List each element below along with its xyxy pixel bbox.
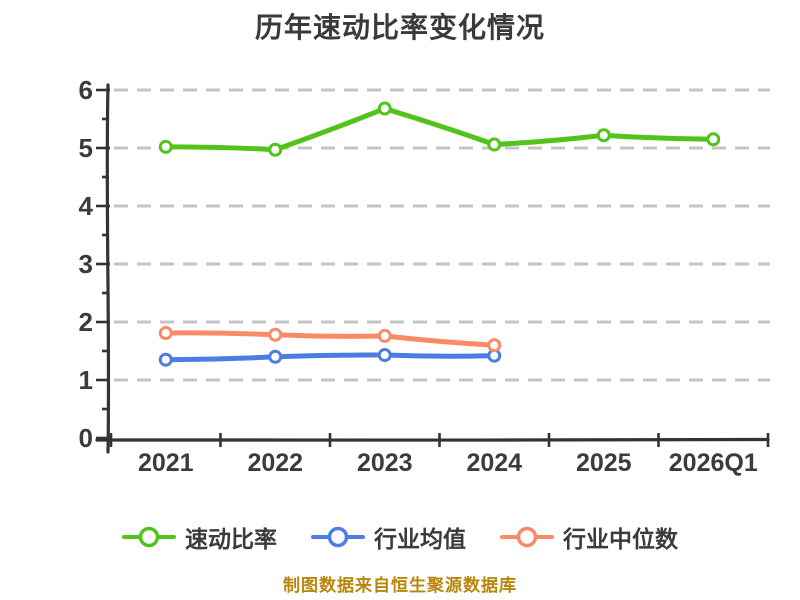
- legend-label-industry-average: 行业均值: [374, 526, 466, 552]
- legend-item-industry-median: 行业中位数: [500, 520, 678, 554]
- svg-text:0: 0: [79, 423, 93, 453]
- legend-label-quick-ratio: 速动比率: [185, 526, 277, 552]
- legend-marker-quick-ratio-icon: [122, 526, 176, 548]
- chart-title: 历年速动比率变化情况: [254, 12, 545, 43]
- series-quick-ratio-marker: [158, 139, 173, 154]
- legend-label-industry-median: 行业中位数: [563, 526, 678, 552]
- series-industry-average: [158, 348, 502, 367]
- svg-text:3: 3: [79, 249, 93, 279]
- legend-marker-industry-average-icon: [311, 526, 365, 548]
- y-tick-labels: 0 1 2 3 4 5 6: [79, 75, 94, 453]
- line-chart-plot: 0 1 2 3 4 5 6 2021 2022 2023 2024 2025 2026Q1: [79, 75, 770, 477]
- series-industry-average-marker: [268, 349, 283, 364]
- svg-text:2: 2: [79, 307, 93, 337]
- series-industry-median-marker: [158, 326, 173, 341]
- legend-marker-industry-median-icon: [500, 526, 554, 548]
- chart-legend: 速动比率 行业均值 行业中位数: [0, 516, 800, 558]
- series-industry-average-marker: [158, 352, 173, 367]
- x-tick-labels: 2021 2022 2023 2024 2025 2026Q1: [138, 449, 758, 477]
- svg-text:2025: 2025: [576, 449, 632, 477]
- svg-text:4: 4: [79, 191, 94, 221]
- svg-text:2023: 2023: [357, 449, 413, 477]
- series-industry-median-line: [163, 330, 497, 348]
- series-quick-ratio-marker: [268, 142, 283, 157]
- svg-text:2022: 2022: [247, 449, 303, 477]
- y-axis: [105, 83, 111, 454]
- svg-text:2024: 2024: [466, 449, 522, 477]
- series-industry-median-marker: [268, 327, 283, 342]
- series-quick-ratio-marker: [487, 137, 502, 152]
- svg-text:2026Q1: 2026Q1: [669, 449, 758, 477]
- y-gridlines: [114, 88, 770, 382]
- series-industry-median: [158, 326, 502, 353]
- data-source-note: 制图数据来自恒生聚源数据库: [283, 576, 517, 595]
- legend-item-quick-ratio: 速动比率: [122, 520, 277, 554]
- series-quick-ratio-marker: [596, 128, 611, 143]
- series-industry-average-line: [163, 352, 497, 363]
- series-industry-average-marker: [377, 348, 392, 363]
- axis-ticks: [96, 88, 770, 447]
- legend-item-industry-average: 行业均值: [311, 520, 466, 554]
- series-quick-ratio-line: [163, 106, 716, 153]
- axes: [95, 83, 770, 454]
- series-quick-ratio-marker: [377, 101, 392, 116]
- svg-text:6: 6: [79, 75, 93, 105]
- x-axis: [95, 437, 770, 442]
- series-quick-ratio-marker: [706, 132, 721, 147]
- svg-text:5: 5: [79, 133, 93, 163]
- svg-text:1: 1: [79, 365, 93, 395]
- series-industry-median-marker: [377, 328, 392, 343]
- series-quick-ratio: [158, 101, 721, 157]
- series-industry-median-marker: [487, 338, 502, 353]
- svg-text:2021: 2021: [138, 449, 194, 477]
